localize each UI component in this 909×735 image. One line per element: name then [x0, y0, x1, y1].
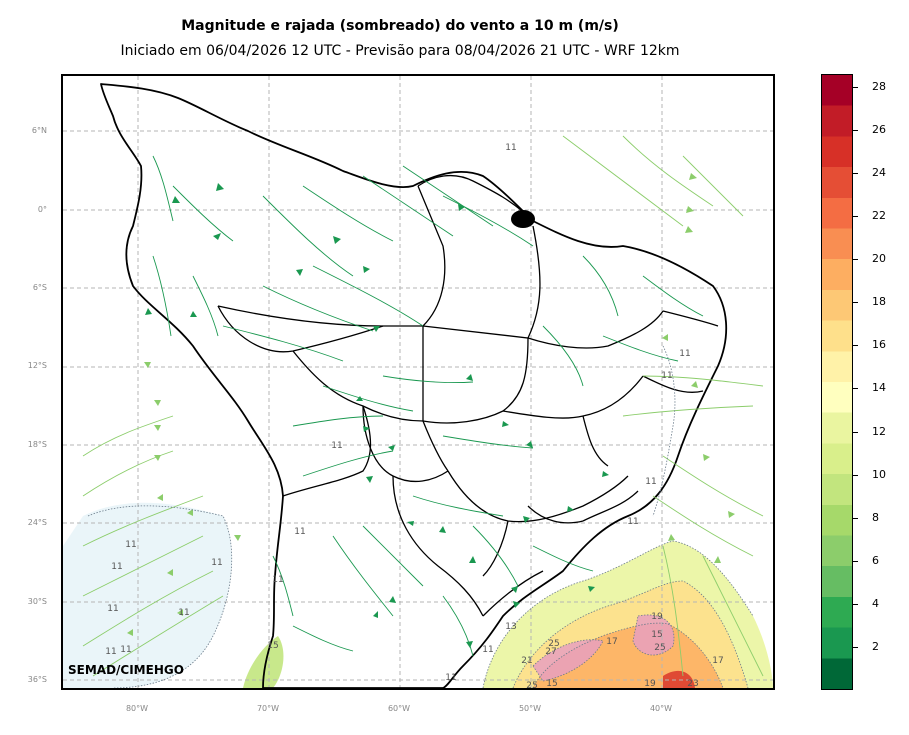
contour-label: 15 [267, 641, 278, 651]
contour-label: 11 [445, 673, 456, 683]
contour-label: 11 [627, 517, 638, 527]
colorbar-label: 18 [872, 295, 886, 308]
lon-label-40w: 40°W [649, 704, 673, 713]
colorbar-label: 8 [872, 511, 879, 524]
colorbar-label: 4 [872, 597, 879, 610]
map-title: Magnitude e rajada (sombreado) do vento … [181, 18, 619, 34]
contour-label: 11 [645, 477, 656, 487]
colorbar-tick [853, 561, 858, 562]
stream-arrows [145, 183, 609, 648]
contour-label: 11 [505, 143, 516, 153]
map-subtitle: Iniciado em 06/04/2026 12 UTC - Previsão… [120, 43, 680, 59]
lat-label-6n: 6°N [31, 126, 47, 135]
contour-label: 23 [687, 679, 698, 688]
lat-label-24s: 24°S [27, 518, 47, 527]
streamlines-ocean [82, 135, 764, 677]
colorbar-tick [853, 302, 858, 303]
colorbar-tick [853, 173, 858, 174]
lat-label-12s: 12°S [27, 361, 47, 370]
colorbar [821, 74, 853, 690]
contour-lines [87, 345, 754, 688]
lon-label-50w: 50°W [518, 704, 542, 713]
colorbar-tick [853, 87, 858, 88]
contour-label: 19 [651, 612, 663, 622]
contour-label: 19 [644, 679, 656, 688]
contour-label: 11 [331, 441, 342, 451]
contour-label: 11 [120, 645, 131, 655]
lon-label-70w: 70°W [256, 704, 280, 713]
colorbar-tick [853, 475, 858, 476]
colorbar-label: 6 [872, 554, 879, 567]
contour-labels: 11 11 11 11 11 11 11 11 11 11 11 11 11 1… [105, 143, 723, 688]
colorbar-tick [853, 259, 858, 260]
contour-label: 11 [272, 575, 283, 585]
contour-label: 11 [211, 558, 222, 568]
colorbar-label: 10 [872, 468, 886, 481]
lon-label-80w: 80°W [125, 704, 149, 713]
lat-label-0: 0° [37, 205, 47, 214]
colorbar-label: 16 [872, 338, 886, 351]
lat-label-18s: 18°S [27, 440, 47, 449]
colorbar-label: 28 [872, 80, 886, 93]
contour-label: 11 [107, 604, 118, 614]
contour-label: 11 [111, 562, 122, 572]
contour-label: 25 [654, 643, 665, 653]
contour-label: 11 [125, 540, 136, 550]
gridlines [63, 76, 773, 688]
colorbar-label: 20 [872, 252, 886, 265]
colorbar-label: 22 [872, 209, 886, 222]
map-frame: 11 11 11 11 11 11 11 11 11 11 11 11 11 1… [61, 74, 775, 690]
lat-label-36s: 36°S [27, 675, 47, 684]
contour-label: 17 [712, 656, 723, 666]
contour-label: 25 [548, 639, 559, 649]
contour-label: 11 [482, 645, 493, 655]
map-canvas: 11 11 11 11 11 11 11 11 11 11 11 11 11 1… [63, 76, 773, 688]
colorbar-tick [853, 345, 858, 346]
contour-label: 11 [294, 527, 305, 537]
colorbar-tick [853, 518, 858, 519]
colorbar-label: 2 [872, 640, 879, 653]
credit-label: SEMAD/CIMEHGO [68, 663, 184, 677]
contour-label: 27 [545, 647, 556, 657]
state-borders [217, 174, 719, 617]
gust-shading [63, 502, 773, 688]
streamlines-inland [152, 155, 704, 657]
contour-label: 25 [526, 681, 537, 688]
colorbar-label: 14 [872, 381, 886, 394]
continent-outline [100, 83, 728, 688]
lat-label-30s: 30°S [27, 597, 47, 606]
colorbar-tick [853, 216, 858, 217]
contour-label: 11 [105, 647, 116, 657]
colorbar-tick [853, 130, 858, 131]
contour-label: 11 [178, 608, 189, 618]
contour-label: 15 [651, 630, 662, 640]
stream-arrows-light [127, 173, 735, 636]
colorbar-tick [853, 647, 858, 648]
colorbar-tick [853, 432, 858, 433]
contour-label: 21 [521, 656, 532, 666]
contour-label: 15 [546, 679, 557, 688]
colorbar-label: 26 [872, 123, 886, 136]
contour-label: 11 [679, 349, 690, 359]
marajo-island [511, 210, 535, 228]
colorbar-tick [853, 388, 858, 389]
contour-label: 13 [505, 622, 516, 632]
lat-label-6s: 6°S [32, 283, 47, 292]
colorbar-label: 24 [872, 166, 886, 179]
colorbar-label: 12 [872, 425, 886, 438]
colorbar-tick [853, 604, 858, 605]
contour-label: 17 [606, 637, 617, 647]
contour-label: 11 [661, 371, 672, 381]
lon-label-60w: 60°W [387, 704, 411, 713]
